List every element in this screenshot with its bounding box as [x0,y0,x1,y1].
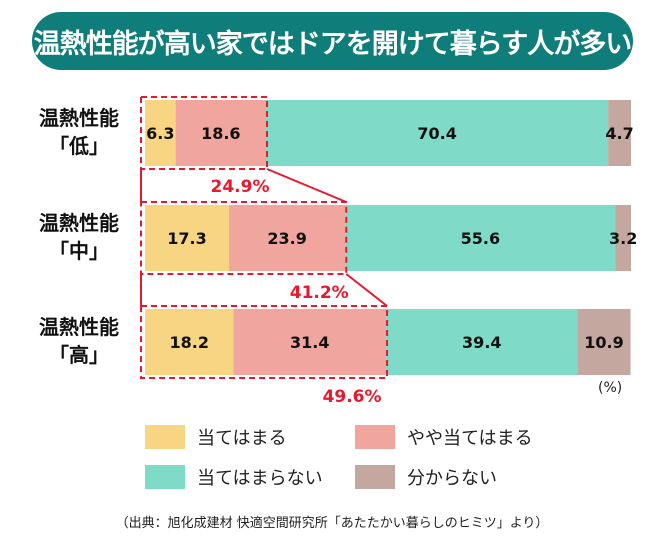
unit-label: (%) [598,380,623,396]
legend-item-unknown: 分からない [355,464,497,490]
source-note: （出典：旭化成建材 快適空間研究所「あたたかい暮らしのヒミツ」より） [115,516,549,531]
stacked-bar-chart: 6.3 18.6 70.4 4.7 17.3 23.9 55.6 3.2 18.2 31.4 39.… [140,96,637,407]
data-label: 39.4 [462,333,501,352]
data-label: 18.2 [169,333,208,352]
data-label: 55.6 [461,229,500,248]
bar-segment [233,309,387,375]
data-label: 31.4 [290,333,329,352]
data-label: 6.3 [146,124,174,143]
chart-title: 温熱性能が高い家ではドアを開けて暮らす人が多い [32,12,633,70]
data-label: 3.2 [609,229,637,248]
row-label-line2: 「低」 [49,134,109,158]
connector-line-right [345,273,388,307]
legend-label: 当てはまらない [197,468,323,489]
data-label: 18.6 [201,124,240,143]
bar-segment [386,309,578,375]
legend-swatch [355,425,395,449]
bar-segment [175,100,267,166]
data-label: 10.9 [584,333,623,352]
row-label-line2: 「高」 [49,343,109,367]
annotation-label: 24.9% [211,177,270,197]
data-label: 17.3 [167,229,206,248]
bar-segment [345,205,616,271]
bar-segment [266,100,609,166]
row-label-line1: 温熱性能 [39,315,119,339]
row-label-line1: 温熱性能 [39,211,119,235]
legend-item-somewhat-agree: やや当てはまる [355,424,533,450]
bar-segment [145,100,176,166]
row-label-line2: 「中」 [49,239,109,263]
legend-label: やや当てはまる [407,428,533,449]
row-label-line1: 温熱性能 [39,106,119,130]
bar-segment [229,205,346,271]
bar-segment [145,205,230,271]
row-label-low: 温熱性能 「低」 [20,104,138,160]
bar-segment [577,309,631,375]
legend-label: 当てはまる [197,428,287,449]
bar-segment [608,100,631,166]
legend-item-agree: 当てはまる [145,424,287,450]
bar-segment [615,205,631,271]
highlight-box [140,305,389,379]
legend-swatch [355,465,395,489]
row-label-mid: 温熱性能 「中」 [20,209,138,265]
legend-swatch [145,425,185,449]
annotation-label: 49.6% [323,387,382,407]
data-label: 4.7 [605,124,633,143]
highlight-box [140,201,348,275]
annotation-label: 41.2% [290,283,349,303]
highlight-box [140,96,269,170]
legend-item-disagree: 当てはまらない [145,464,323,490]
connector-line-right [266,168,347,203]
row-label-high: 温熱性能 「高」 [20,313,138,369]
data-label: 23.9 [267,229,306,248]
data-label: 70.4 [417,124,456,143]
legend-label: 分からない [407,468,497,489]
bar-segment [145,309,234,375]
legend-swatch [145,465,185,489]
